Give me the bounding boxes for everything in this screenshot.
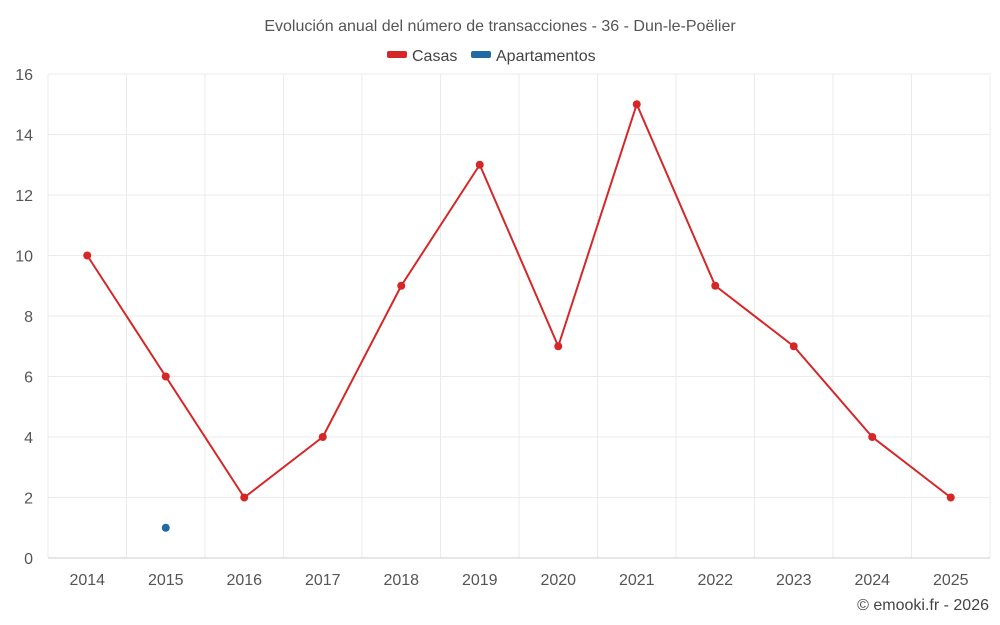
y-tick-label: 16 xyxy=(15,67,33,84)
y-tick-label: 8 xyxy=(24,309,33,326)
data-point-casas xyxy=(397,281,406,290)
legend: Casas Apartamentos xyxy=(387,48,596,65)
x-tick-label: 2025 xyxy=(933,572,969,589)
data-point-casas xyxy=(161,372,170,381)
data-point-casas xyxy=(318,433,327,441)
data-point-apartamentos xyxy=(161,523,170,532)
data-point-casas xyxy=(711,281,720,290)
data-point-casas xyxy=(240,493,249,502)
x-tick-label: 2016 xyxy=(226,572,262,589)
legend-label-casas: Casas xyxy=(412,48,457,65)
y-tick-label: 14 xyxy=(15,128,33,145)
legend-swatch-casas xyxy=(387,51,407,58)
data-point-casas xyxy=(475,160,484,169)
x-tick-label: 2021 xyxy=(619,572,655,589)
x-axis-ticks: 2014 2015 2016 2017 2018 2019 2020 2021 2022 2023… xyxy=(69,572,968,589)
credit-text: © emooki.fr - 2026 xyxy=(857,597,989,614)
data-point-casas xyxy=(632,100,641,109)
data-point-casas xyxy=(83,251,92,260)
y-axis-ticks: 0 2 4 6 8 10 12 14 16 xyxy=(15,67,33,568)
x-tick-label: 2024 xyxy=(854,572,890,589)
legend-swatch-apartamentos xyxy=(471,51,491,58)
y-tick-label: 12 xyxy=(15,188,33,205)
x-tick-label: 2020 xyxy=(540,572,576,589)
data-point-casas xyxy=(868,433,877,441)
x-tick-label: 2014 xyxy=(69,572,105,589)
data-point-casas xyxy=(946,493,955,502)
x-tick-label: 2019 xyxy=(462,572,498,589)
data-point-casas xyxy=(789,342,798,351)
y-tick-label: 0 xyxy=(24,551,33,568)
data-point-casas xyxy=(554,342,563,351)
legend-item-casas[interactable]: Casas xyxy=(387,48,457,65)
series-layer xyxy=(83,100,955,532)
series-line-casas xyxy=(86,103,952,499)
x-tick-label: 2017 xyxy=(305,572,341,589)
y-tick-label: 6 xyxy=(24,370,33,387)
x-tick-label: 2015 xyxy=(148,572,184,589)
y-tick-label: 10 xyxy=(15,249,33,266)
y-tick-label: 4 xyxy=(24,430,33,447)
legend-item-apartamentos[interactable]: Apartamentos xyxy=(471,48,596,65)
legend-label-apartamentos: Apartamentos xyxy=(496,48,596,65)
x-tick-label: 2022 xyxy=(697,572,733,589)
y-tick-label: 2 xyxy=(24,491,33,508)
x-tick-label: 2023 xyxy=(776,572,812,589)
chart-title: Evolución anual del número de transaccio… xyxy=(264,18,736,35)
x-tick-label: 2018 xyxy=(383,572,419,589)
